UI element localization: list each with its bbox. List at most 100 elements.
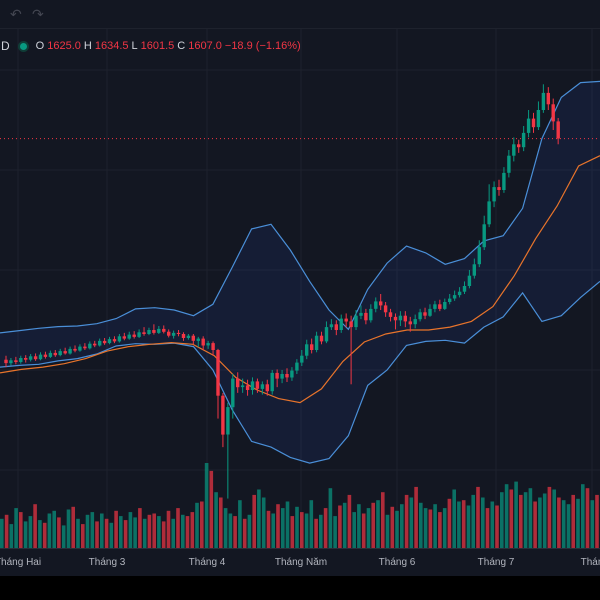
volume-bar [119,516,123,548]
volume-bar [100,513,104,548]
candle-body [329,324,334,328]
candle-body [295,362,299,371]
volume-bar [304,513,309,548]
volume-bar [90,512,95,548]
candle-body [477,247,481,265]
volume-bar [342,502,347,548]
volume-bar [314,518,318,548]
volume-bar [285,501,290,548]
volume-bar [590,500,595,548]
volume-bar [509,489,514,548]
candle-body [448,298,452,302]
candle-body [157,328,161,333]
volume-bar [500,492,504,548]
volume-bar [504,484,509,548]
volume-bar [476,486,480,548]
candle-body [280,374,284,379]
candle-body [388,312,393,317]
candle-body [324,327,329,342]
volume-bar [76,518,80,548]
candle-body [541,92,546,110]
bollinger-upper-line [0,80,600,334]
candle-body [211,343,215,350]
volume-bar [261,497,266,548]
candle-body [132,334,136,337]
volume-bar [271,513,275,548]
candle-body [221,395,225,435]
redo-icon[interactable]: ↷ [32,6,44,22]
candle-body [98,340,102,346]
volume-bar [409,497,414,548]
time-axis[interactable]: Tháng Hai Tháng 3 Tháng 4 Tháng Năm Thán… [0,548,600,577]
volume-bar [242,518,247,548]
candle-body [517,144,521,148]
volume-bar [14,508,18,548]
volume-bar [266,510,271,548]
volume-bar [514,481,518,548]
volume-bar [228,513,233,548]
candle-body [536,110,541,128]
volume-bar [81,524,85,548]
volume-bar [457,501,461,548]
moving-average-line [0,155,600,404]
candle-body [408,321,412,325]
candle-body [112,339,117,342]
volume-bar [538,497,542,548]
volume-bar [385,514,390,548]
volume-bar [381,492,385,548]
volume-bar [195,502,199,548]
volume-bar [581,484,585,548]
candle-body [48,352,53,357]
volume-bar [28,516,33,548]
candle-body [359,312,363,316]
volume-bar [338,505,342,548]
volume-bar [361,513,366,548]
volume-bar [204,463,209,548]
volume-bar [166,510,171,548]
volume-bar [461,500,466,548]
candle-body [492,187,496,202]
x-tick-label: Tháng 3 [88,557,126,568]
candle-body [28,356,33,360]
volume-bar [190,512,195,548]
candle-body [418,312,422,320]
volume-bar [128,512,133,548]
volume-bar [576,498,580,548]
volume-bar [419,502,423,548]
change-value: −18.9 (−1.16%) [224,40,301,52]
candle-body [275,372,279,379]
volume-bar [209,470,214,548]
candle-body [546,92,550,105]
volume-bar [557,497,561,548]
candle-body [191,335,195,341]
candle-body [236,378,240,388]
candle-body [521,132,526,148]
volume-bar [323,508,328,548]
candle-body [265,384,269,392]
candle-body [364,312,368,321]
candle-body [467,275,472,286]
candle-body [398,315,403,321]
volume-bar [214,492,218,548]
volume-bar [176,508,180,548]
volume-bar [414,486,418,548]
volume-bar [181,514,185,548]
candle-body [137,332,141,337]
undo-icon[interactable]: ↶ [10,6,22,22]
volume-bar [52,510,56,548]
candle-body [339,318,343,330]
volume-bar [585,488,590,548]
volume-bar [481,497,485,548]
volume-bar [47,513,52,548]
candle-body [245,385,250,390]
volume-bar [95,521,99,548]
x-tick-label: Tháng Hai [0,557,42,568]
candle-body [9,360,13,364]
volume-bar [309,500,314,548]
price-chart[interactable] [0,0,600,548]
candle-body [122,336,126,339]
symbol-name[interactable]: D [1,39,10,53]
volume-bar [433,504,437,548]
volume-bar [552,489,556,548]
candle-body [63,351,67,354]
